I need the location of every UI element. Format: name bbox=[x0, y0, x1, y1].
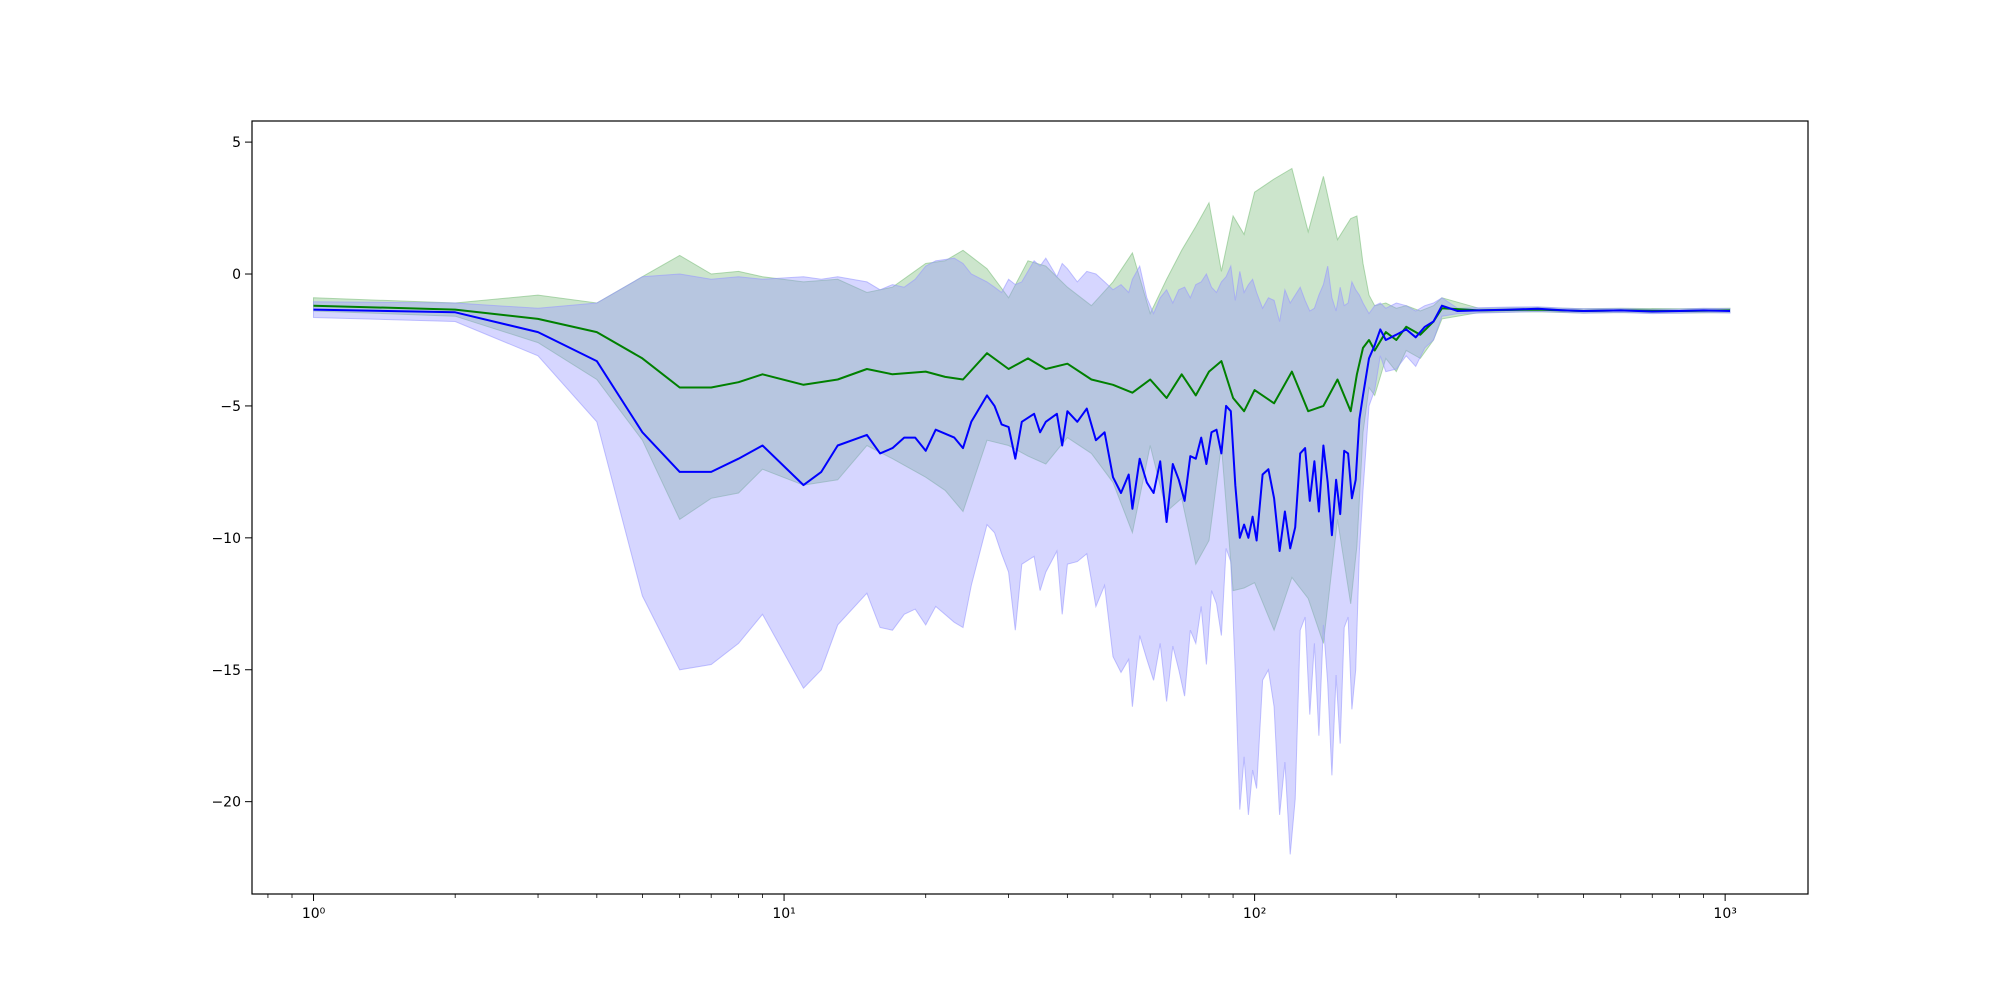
mean-lines bbox=[313, 304, 1731, 552]
y-tick-label: −5 bbox=[220, 399, 241, 415]
x-tick-label: 10⁰ bbox=[302, 906, 326, 922]
x-minor-ticks bbox=[267, 894, 1705, 898]
y-tick-label: 0 bbox=[232, 267, 241, 283]
band-series-2 bbox=[313, 257, 1731, 855]
y-tick-label: −15 bbox=[211, 663, 241, 679]
x-axis: 10⁰ 10¹ 10² 10³ bbox=[302, 894, 1737, 922]
confidence-bands bbox=[313, 167, 1731, 855]
y-axis: 5 0 −5 −10 −15 −20 bbox=[211, 135, 252, 811]
y-tick-label: −20 bbox=[211, 795, 241, 811]
x-tick-label: 10³ bbox=[1713, 906, 1736, 922]
y-tick-label: 5 bbox=[232, 135, 241, 151]
y-tick-label: −10 bbox=[211, 531, 241, 547]
line-series-2 bbox=[313, 304, 1731, 552]
line-series-1 bbox=[313, 304, 1731, 413]
plot-area bbox=[313, 167, 1731, 855]
axes-frame bbox=[251, 120, 1809, 895]
x-tick-label: 10¹ bbox=[772, 906, 795, 922]
x-tick-label: 10² bbox=[1243, 906, 1266, 922]
